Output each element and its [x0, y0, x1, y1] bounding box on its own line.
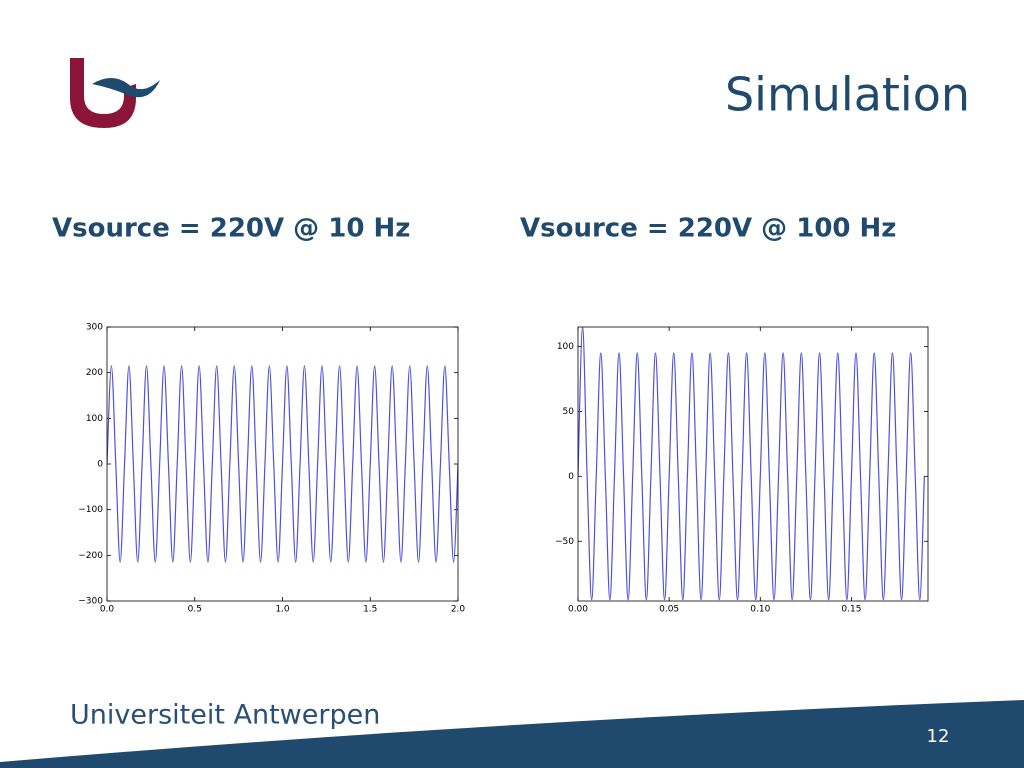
slide-title: Simulation: [725, 68, 970, 122]
x-tick-label: 0.05: [659, 605, 679, 615]
x-tick-label: 0.10: [750, 605, 770, 615]
university-name: Universiteit Antwerpen: [70, 700, 380, 731]
chart-heading: Vsource = 220V @ 100 Hz: [520, 214, 896, 244]
chart-heading: Vsource = 220V @ 10 Hz: [52, 214, 410, 244]
y-tick-label: −100: [78, 505, 103, 515]
logo: [70, 58, 160, 128]
x-tick-label: 0.15: [841, 605, 861, 615]
x-tick-label: 1.5: [363, 605, 377, 615]
y-tick-label: 50: [563, 407, 575, 417]
x-tick-label: 2.0: [451, 605, 466, 615]
plot-frame: [577, 326, 929, 602]
page-number: 12: [927, 726, 950, 747]
y-tick-label: 0: [97, 460, 103, 470]
y-tick-label: −50: [555, 537, 574, 547]
footer-band: [0, 700, 1024, 768]
y-tick-label: 200: [86, 368, 103, 378]
plot-frame: [106, 326, 459, 602]
y-tick-label: −300: [78, 597, 103, 607]
data-line: [578, 327, 925, 601]
y-tick-label: 100: [557, 342, 574, 352]
y-tick-label: 0: [568, 472, 574, 482]
data-line: [107, 365, 458, 563]
y-tick-label: −200: [78, 551, 103, 561]
y-tick-label: 300: [86, 323, 103, 333]
x-tick-label: 0.0: [100, 605, 115, 615]
x-tick-label: 1.0: [275, 605, 290, 615]
x-tick-label: 0.5: [188, 605, 202, 615]
y-tick-label: 100: [86, 414, 103, 424]
x-tick-label: 0.00: [568, 605, 588, 615]
